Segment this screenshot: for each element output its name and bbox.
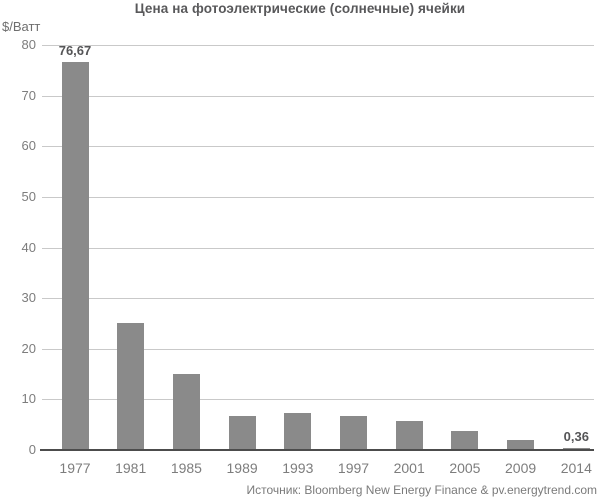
bar <box>61 61 89 450</box>
gridline <box>42 196 594 198</box>
gridline <box>42 247 594 249</box>
bar-value-label: 76,67 <box>58 42 92 58</box>
gridline <box>42 348 594 350</box>
y-tick-label: 20 <box>21 340 36 356</box>
y-tick-label: 50 <box>21 188 36 204</box>
x-tick-label: 1993 <box>282 460 314 476</box>
y-tick-label: 60 <box>21 138 36 154</box>
bar <box>117 323 145 450</box>
x-tick-label: 2005 <box>449 460 481 476</box>
x-tick-label: 1989 <box>226 460 258 476</box>
x-tick-label: 2001 <box>393 460 425 476</box>
bar <box>228 416 256 450</box>
y-axis-unit-label: $/Ватт <box>2 19 41 34</box>
bar <box>395 420 423 450</box>
y-tick-label: 70 <box>21 87 36 103</box>
y-tick-label: 10 <box>21 391 36 407</box>
x-tick-label: 1997 <box>337 460 370 476</box>
gridline <box>42 399 594 401</box>
bar <box>172 374 200 450</box>
gridline <box>42 146 594 148</box>
x-tick-label: 1977 <box>59 460 91 476</box>
y-tick-label: 80 <box>21 37 36 52</box>
x-tick-label: 1981 <box>115 460 147 476</box>
source-caption: Источник: Bloomberg New Energy Finance &… <box>246 483 597 497</box>
x-axis-line <box>40 449 594 451</box>
gridline <box>42 45 594 46</box>
x-tick-label: 1985 <box>170 460 202 476</box>
bar <box>451 430 479 450</box>
bar <box>284 413 312 450</box>
y-tick-label: 40 <box>21 239 36 255</box>
x-tick-label: 2009 <box>505 460 537 476</box>
y-tick-label: 30 <box>21 290 36 306</box>
chart-title: Цена на фотоэлектрические (солнечные) яч… <box>134 1 466 16</box>
gridline <box>42 95 594 97</box>
bar-value-label: 0,36 <box>563 429 589 445</box>
bar <box>340 416 367 450</box>
y-tick-label: 0 <box>28 442 36 457</box>
x-tick-label: 2014 <box>560 460 592 476</box>
bar <box>507 439 535 450</box>
gridline <box>42 298 594 300</box>
